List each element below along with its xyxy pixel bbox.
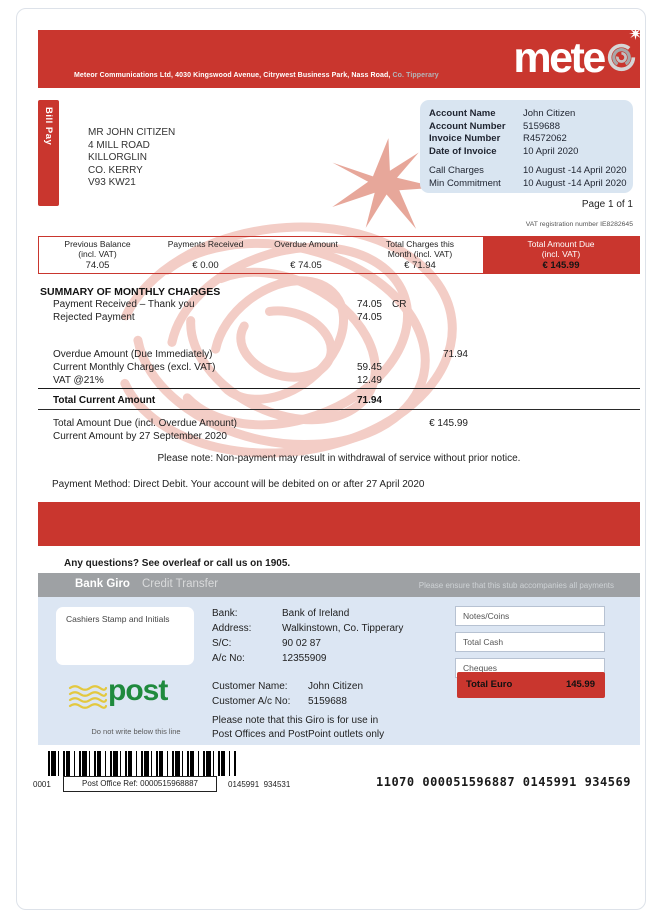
recipient-line: CO. KERRY xyxy=(88,164,143,176)
charge-row: Payment Received – Thank you 74.05 CR xyxy=(53,299,407,310)
post-office-ref-box: Post Office Ref: 0000515968887 xyxy=(63,776,217,792)
notes-coins-field: Notes/Coins xyxy=(455,606,605,626)
logo-text-right: r xyxy=(638,34,640,82)
account-row: Min Commitment 10 August -14 April 2020 xyxy=(429,177,627,189)
charge-row: Current Monthly Charges (excl. VAT) 59.45 xyxy=(53,362,382,373)
ocr-code-line: 11070 000051596887 0145991 934569 xyxy=(376,775,631,789)
divider xyxy=(38,388,640,389)
account-row: Invoice Number R4572062 xyxy=(429,133,567,144)
total-current-row: Total Current Amount 71.94 xyxy=(53,395,382,406)
account-row: Account Number 5159688 xyxy=(429,120,560,132)
current-amount-row: Current Amount by 27 September 2020 xyxy=(53,431,227,442)
summary-col-total-charges: Total Charges this Month (incl. VAT) € 71… xyxy=(385,239,455,271)
recipient-line: 4 MILL ROAD xyxy=(88,139,150,151)
account-row: Call Charges 10 August -14 April 2020 xyxy=(429,165,627,176)
charge-row: VAT @21% 12.49 xyxy=(53,375,382,386)
post-logo-text: post xyxy=(108,674,168,707)
account-info-box: Account Name John Citizen Account Number 5… xyxy=(420,100,633,193)
bill-pay-tab: Bill Pay xyxy=(38,100,59,206)
vat-registration: VAT registration number IE8282645 xyxy=(525,221,633,228)
bank-details: Bank: Bank of Ireland Address: Walkinstown… xyxy=(212,608,404,664)
logo-text-left: mete xyxy=(513,34,606,82)
customer-details: Customer Name: John Citizen Customer A/c … xyxy=(212,681,364,707)
bank-giro-bar: Bank Giro Credit Transfer Please ensure … xyxy=(38,573,640,597)
company-address: Meteor Communications Ltd, 4030 Kingswoo… xyxy=(74,72,439,79)
an-post-logo: post xyxy=(68,674,198,713)
meteor-logo: mete r xyxy=(513,30,640,83)
header-bar: Meteor Communications Ltd, 4030 Kingswoo… xyxy=(38,30,640,88)
red-band xyxy=(38,502,640,546)
page-indicator: Page 1 of 1 xyxy=(581,199,633,210)
charges-section-title: SUMMARY OF MONTHLY CHARGES xyxy=(40,286,221,298)
giro-bar-subtitle: Credit Transfer xyxy=(142,578,219,590)
total-euro-value: 145.99 xyxy=(565,679,595,690)
recipient-line: V93 KW21 xyxy=(88,177,136,188)
total-due-row: Total Amount Due (incl. Overdue Amount) €… xyxy=(53,418,468,429)
recipient-line: KILLORGLIN xyxy=(88,152,147,163)
logo-swirl-icon xyxy=(606,30,640,72)
divider xyxy=(38,409,640,410)
do-not-write-note: Do not write below this line xyxy=(91,727,181,736)
account-row: Account Name John Citizen xyxy=(429,108,576,119)
barcode xyxy=(48,751,236,776)
balance-summary-table: Previous Balance (incl. VAT) 74.05 Paymen… xyxy=(38,236,640,274)
bill-pay-label: Bill Pay xyxy=(43,107,54,146)
total-euro-box: Total Euro 145.99 xyxy=(457,672,605,698)
company-region: Co. Tipperary xyxy=(390,72,439,79)
account-row: Date of Invoice 10 April 2020 xyxy=(429,145,579,157)
recipient-line: MR JOHN CITIZEN xyxy=(88,127,176,138)
non-payment-note: Please note: Non-payment may result in w… xyxy=(157,453,521,464)
cashiers-stamp-box: Cashiers Stamp and Initials xyxy=(56,607,194,665)
summary-col-previous-balance: Previous Balance (incl. VAT) 74.05 xyxy=(64,239,131,271)
charge-row: Overdue Amount (Due Immediately) 71.94 xyxy=(53,349,468,360)
summary-col-overdue-amount: Overdue Amount € 74.05 xyxy=(274,239,338,271)
giro-bar-note: Please ensure that this stub accompanies… xyxy=(418,581,614,590)
logo-star-icon xyxy=(628,30,640,40)
charge-row: Rejected Payment 74.05 xyxy=(53,312,382,323)
reference-number: 0145991 934531 xyxy=(228,780,291,789)
bank-giro-section: Cashiers Stamp and Initials Bank: Bank of… xyxy=(38,597,640,745)
post-waves-icon xyxy=(68,685,108,709)
total-cash-field: Total Cash xyxy=(455,632,605,652)
recipient-address: MR JOHN CITIZEN 4 MILL ROAD KILLORGLIN C… xyxy=(88,127,175,190)
giro-usage-note: Please note that this Giro is for use in… xyxy=(212,715,385,740)
payment-method-note: Payment Method: Direct Debit. Your accou… xyxy=(52,479,425,490)
questions-line: Any questions? See overleaf or call us o… xyxy=(64,558,291,569)
giro-bar-title: Bank Giro xyxy=(75,578,130,590)
summary-col-payments-received: Payments Received € 0.00 xyxy=(167,239,244,271)
summary-col-total-amount-due: Total Amount Due (incl. VAT) € 145.99 xyxy=(483,237,639,273)
serial-number: 0001 xyxy=(33,780,51,789)
